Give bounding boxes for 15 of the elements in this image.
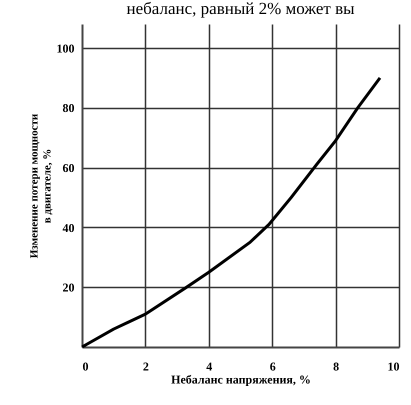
- y-tick-label: 60: [62, 161, 74, 176]
- y-tick-label: 100: [56, 41, 74, 56]
- x-tick-label: 4: [206, 360, 212, 374]
- y-tick-label: 40: [62, 220, 74, 235]
- x-tick-label: 2: [142, 360, 149, 374]
- text: небаланс, равный 2% может вы: [126, 0, 356, 18]
- x-tick-label: 6: [270, 360, 276, 374]
- x-tick-label: 10: [388, 360, 400, 374]
- y-tick-label: 20: [62, 280, 74, 295]
- x-tick-label: 8: [333, 360, 340, 374]
- x-axis-title: Небаланс напряжения, %: [171, 372, 311, 386]
- x-tick-label: 0: [82, 360, 88, 374]
- line-series: [80, 76, 382, 348]
- y-tick-label: 80: [62, 101, 74, 116]
- y-axis-title: Изменение потери мощности в двигателе, %: [28, 113, 54, 258]
